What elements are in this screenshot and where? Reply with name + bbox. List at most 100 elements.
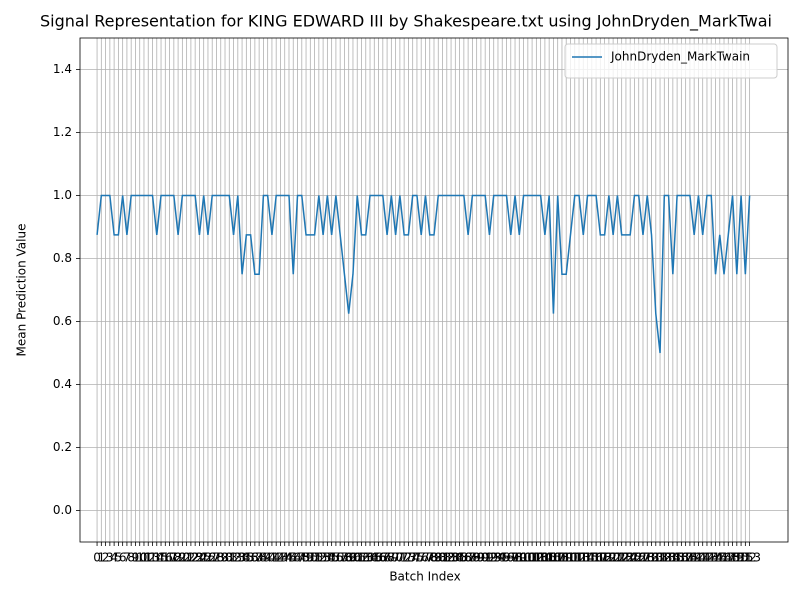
- x-tick-label: 10: [132, 551, 147, 565]
- x-tick-label: 57: [333, 551, 348, 565]
- x-tick-label: 136: [666, 551, 689, 565]
- x-tick-label: 60: [345, 551, 360, 565]
- x-tick-label: 2: [102, 551, 110, 565]
- x-tick-label: 101: [516, 551, 539, 565]
- x-tick-label: 15: [153, 551, 168, 565]
- plot-frame: [79, 37, 789, 543]
- x-tick-label: 71: [392, 551, 407, 565]
- x-tick-label: 48: [294, 551, 309, 565]
- x-tick-label: 107: [542, 551, 565, 565]
- x-tick-label: 12: [141, 551, 156, 565]
- x-tick-label: 146: [708, 551, 731, 565]
- x-tick-label: 37: [247, 551, 262, 565]
- y-axis-label: Mean Prediction Value: [15, 224, 29, 357]
- y-tick-label: 1.2: [53, 125, 72, 139]
- x-tick-label: 21: [179, 551, 194, 565]
- x-tick-label: 26: [200, 551, 215, 565]
- x-tick-label: 7: [123, 551, 131, 565]
- x-axis-label: Batch Index: [389, 570, 460, 584]
- x-tick-label: 103: [525, 551, 548, 565]
- x-tick-label: 45: [281, 551, 296, 565]
- x-tick-label: 72: [397, 551, 412, 565]
- x-tick-label: 35: [239, 551, 254, 565]
- x-tick-label: 38: [251, 551, 266, 565]
- x-tick-label: 56: [328, 551, 343, 565]
- x-tick-label: 70: [388, 551, 403, 565]
- x-tick-label: 65: [367, 551, 382, 565]
- x-tick-label: 119: [593, 551, 616, 565]
- x-tick-label: 118: [589, 551, 612, 565]
- x-tick-label: 39: [256, 551, 271, 565]
- x-tick-label: 86: [456, 551, 471, 565]
- x-tick-label: 24: [192, 551, 207, 565]
- x-tick-label: 31: [222, 551, 237, 565]
- x-tick-label: 121: [602, 551, 625, 565]
- x-tick-label: 92: [482, 551, 497, 565]
- x-tick-label: 115: [576, 551, 599, 565]
- x-tick-label: 53: [315, 551, 330, 565]
- x-tick-label: 139: [678, 551, 701, 565]
- x-tick-label: 140: [683, 551, 706, 565]
- x-tick-label: 25: [196, 551, 211, 565]
- x-tick-label: 54: [320, 551, 335, 565]
- x-tick-label: 64: [362, 551, 377, 565]
- x-tick-label: 3: [106, 551, 114, 565]
- x-tick-label: 63: [358, 551, 373, 565]
- x-tick-label: 50: [303, 551, 318, 565]
- y-tick-label: 0.2: [53, 440, 72, 454]
- x-tick-label: 6: [119, 551, 127, 565]
- x-tick-label: 131: [644, 551, 667, 565]
- x-tick-label: 29: [213, 551, 228, 565]
- x-tick-label: 20: [175, 551, 190, 565]
- x-tick-label: 126: [623, 551, 646, 565]
- x-tick-label: 13: [145, 551, 160, 565]
- x-tick-label: 82: [439, 551, 454, 565]
- x-tick-label: 138: [674, 551, 697, 565]
- x-tick-label: 59: [341, 551, 356, 565]
- x-tick-label: 79: [426, 551, 441, 565]
- x-tick-label: 134: [657, 551, 680, 565]
- x-tick-label: 41: [264, 551, 279, 565]
- x-tick-label: 51: [307, 551, 322, 565]
- x-tick-label: 42: [269, 551, 284, 565]
- x-tick-label: 108: [546, 551, 569, 565]
- x-tick-label: 97: [503, 551, 518, 565]
- x-tick-label: 66: [371, 551, 386, 565]
- x-tick-label: 73: [401, 551, 416, 565]
- x-tick-label: 90: [473, 551, 488, 565]
- x-tick-label: 122: [606, 551, 629, 565]
- x-tick-label: 141: [687, 551, 710, 565]
- x-tick-label: 75: [409, 551, 424, 565]
- x-tick-label: 49: [298, 551, 313, 565]
- x-tick-label: 28: [209, 551, 224, 565]
- x-tick-label: 58: [337, 551, 352, 565]
- x-tick-label: 47: [290, 551, 305, 565]
- x-tick-label: 81: [435, 551, 450, 565]
- x-tick-label: 106: [538, 551, 561, 565]
- x-tick-label: 96: [499, 551, 514, 565]
- x-tick-label: 100: [512, 551, 535, 565]
- x-tick-label: 52: [311, 551, 326, 565]
- x-tick-label: 40: [260, 551, 275, 565]
- x-tick-label: 22: [183, 551, 198, 565]
- x-tick-label: 19: [170, 551, 185, 565]
- x-tick-label: 68: [379, 551, 394, 565]
- x-tick-label: 110: [555, 551, 578, 565]
- x-tick-label: 130: [640, 551, 663, 565]
- x-tick-label: 16: [158, 551, 173, 565]
- x-tick-label: 104: [529, 551, 552, 565]
- x-tick-label: 105: [533, 551, 556, 565]
- x-tick-label: 114: [572, 551, 595, 565]
- x-tick-label: 27: [205, 551, 220, 565]
- x-tick-label: 145: [704, 551, 727, 565]
- x-tick-label: 18: [166, 551, 181, 565]
- x-tick-label: 148: [717, 551, 740, 565]
- x-tick-label: 78: [422, 551, 437, 565]
- legend-label: JohnDryden_MarkTwain: [610, 50, 750, 64]
- y-tick-label: 0.4: [53, 377, 72, 391]
- x-tick-label: 123: [610, 551, 633, 565]
- x-tick-label: 144: [700, 551, 723, 565]
- x-tick-label: 124: [614, 551, 637, 565]
- x-tick-label: 30: [217, 551, 232, 565]
- x-tick-label: 111: [559, 551, 582, 565]
